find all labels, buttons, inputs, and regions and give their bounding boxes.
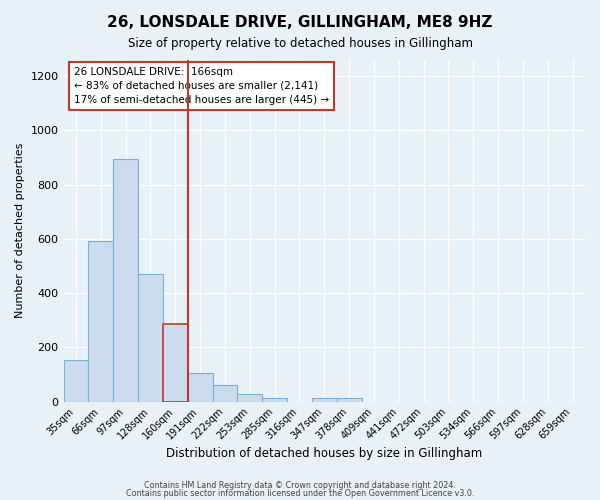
Text: Contains public sector information licensed under the Open Government Licence v3: Contains public sector information licen… [126,490,474,498]
Bar [312,398,337,402]
Bar [212,385,238,402]
Bar [188,373,212,402]
Text: 26 LONSDALE DRIVE:  166sqm
← 83% of detached houses are smaller (2,141)
17% of s: 26 LONSDALE DRIVE: 166sqm ← 83% of detac… [74,67,329,105]
Y-axis label: Number of detached properties: Number of detached properties [15,143,25,318]
Bar [88,242,113,402]
Text: 26, LONSDALE DRIVE, GILLINGHAM, ME8 9HZ: 26, LONSDALE DRIVE, GILLINGHAM, ME8 9HZ [107,15,493,30]
Bar [337,398,362,402]
Bar [163,324,188,402]
Bar [262,398,287,402]
Bar [138,274,163,402]
Bar [113,160,138,402]
Bar [64,360,88,402]
Bar [238,394,262,402]
Text: Contains HM Land Registry data © Crown copyright and database right 2024.: Contains HM Land Registry data © Crown c… [144,480,456,490]
Text: Size of property relative to detached houses in Gillingham: Size of property relative to detached ho… [128,38,473,51]
X-axis label: Distribution of detached houses by size in Gillingham: Distribution of detached houses by size … [166,447,482,460]
